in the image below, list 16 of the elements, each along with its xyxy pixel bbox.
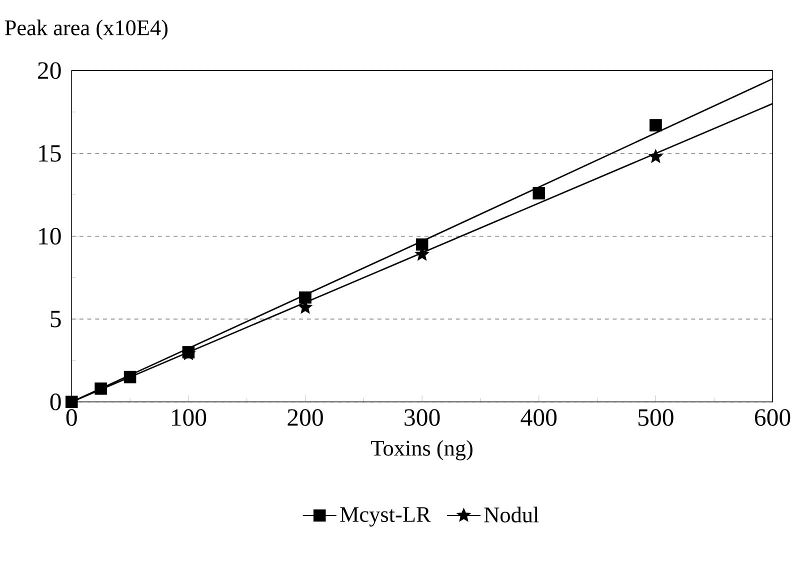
x-axis-title: Toxins (ng) — [371, 440, 472, 460]
y-tick-label: 10 — [39, 228, 61, 244]
x-tick-label: 0 — [66, 408, 77, 426]
x-tick-label: 600 — [754, 408, 790, 426]
x-tick-label: 400 — [520, 408, 557, 426]
y-tick-label: 5 — [50, 310, 61, 328]
x-tick-label: 500 — [638, 408, 674, 426]
y-tick-label: 0 — [50, 393, 61, 410]
y-axis-title: Peak area (x10E4) — [5, 19, 168, 40]
y-tick-label: 15 — [39, 144, 61, 162]
x-tick-label: 200 — [288, 408, 323, 426]
legend-label: Nodul — [484, 506, 539, 522]
y-tick-label: 20 — [38, 62, 61, 79]
x-tick-label: 300 — [404, 408, 440, 426]
x-tick-label: 100 — [172, 408, 206, 426]
legend-label: Mcyst-LR — [340, 507, 431, 526]
